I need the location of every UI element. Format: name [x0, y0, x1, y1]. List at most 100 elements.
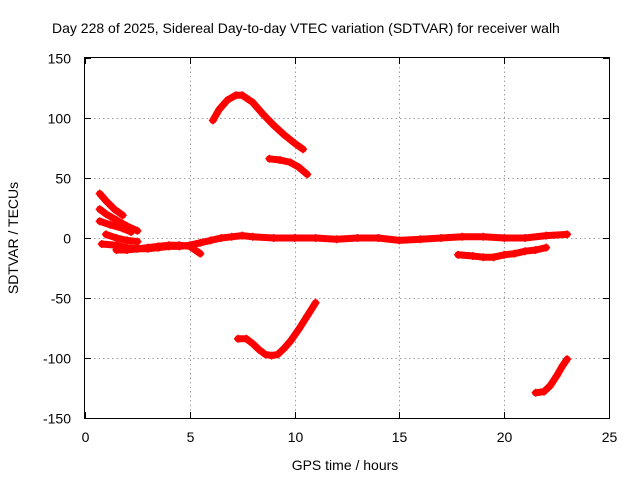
x-axis-title: GPS time / hours — [292, 457, 399, 473]
x-tick-label: 5 — [187, 429, 195, 445]
data-point — [531, 246, 540, 254]
markers-arc-65 — [265, 154, 312, 179]
data-point — [468, 252, 477, 260]
data-point — [261, 350, 270, 359]
data-point — [238, 91, 247, 100]
data-point — [298, 145, 307, 154]
data-series — [95, 91, 572, 397]
data-point — [223, 96, 232, 104]
data-point — [101, 230, 110, 239]
data-point — [217, 234, 226, 242]
data-point — [374, 234, 383, 242]
data-point — [489, 253, 498, 262]
data-point — [294, 163, 303, 172]
y-tick-label: 0 — [63, 231, 71, 247]
data-point — [437, 234, 446, 242]
data-point — [332, 235, 341, 244]
data-point — [500, 250, 509, 259]
x-tick-label: 10 — [288, 429, 304, 445]
x-tick-label: 15 — [392, 429, 408, 445]
data-point — [558, 361, 567, 370]
data-point — [286, 337, 295, 346]
markers-arc-late-trough — [531, 355, 572, 397]
data-point — [133, 237, 142, 246]
markers-arc-early-high-4 — [101, 230, 142, 246]
data-point — [196, 249, 205, 258]
y-tick-label: 150 — [48, 51, 72, 67]
data-point — [122, 236, 131, 245]
data-point — [280, 344, 289, 353]
data-point — [242, 334, 251, 343]
data-point — [101, 196, 110, 205]
series-arc-early-high-4 — [102, 230, 141, 246]
data-point — [542, 243, 551, 252]
y-tick-label: -150 — [43, 411, 71, 427]
data-point — [563, 355, 572, 364]
data-point — [206, 236, 215, 245]
markers-arc-early-high-3 — [95, 217, 136, 236]
data-point — [552, 372, 561, 380]
series-arc-peak-120 — [209, 91, 307, 153]
data-point — [273, 350, 282, 359]
x-tick-label: 20 — [497, 429, 513, 445]
data-point — [238, 231, 247, 240]
data-point — [540, 387, 549, 396]
markers-arc-early-low — [112, 241, 205, 258]
data-point — [265, 154, 274, 163]
data-point — [458, 232, 467, 241]
data-point — [101, 210, 110, 218]
data-point — [106, 220, 115, 229]
data-point — [133, 244, 142, 253]
data-point — [303, 312, 312, 320]
x-tick-label: 0 — [82, 429, 90, 445]
data-point — [395, 236, 404, 245]
data-point — [112, 216, 121, 224]
chart-title: Day 228 of 2025, Sidereal Day-to-day VTE… — [52, 20, 560, 36]
data-point — [311, 234, 320, 242]
data-point — [175, 241, 184, 250]
series-arc-trough-98 — [234, 299, 320, 360]
data-point — [454, 250, 463, 259]
data-point — [259, 110, 268, 119]
data-point — [122, 246, 131, 254]
y-tick-labels: -150 -100 -50 0 50 100 150 — [43, 51, 71, 427]
data-point — [294, 325, 303, 334]
data-point — [353, 234, 362, 242]
data-point — [303, 170, 312, 179]
data-point — [479, 253, 488, 262]
data-point — [248, 339, 257, 348]
data-point — [254, 345, 263, 354]
x-tick-label: 25 — [602, 429, 618, 445]
y-tick-label: 50 — [55, 171, 71, 187]
data-point — [164, 241, 173, 250]
data-point — [269, 234, 278, 242]
data-point — [95, 189, 104, 198]
series-arc-early-high-1 — [96, 190, 127, 219]
data-point — [133, 226, 142, 235]
data-point — [416, 235, 425, 244]
data-point — [546, 381, 555, 390]
x-tick-labels: 0 5 10 15 20 25 — [82, 429, 618, 445]
data-point — [227, 232, 236, 241]
plot-frame — [84, 57, 610, 419]
data-point — [286, 158, 295, 167]
markers-arc-early-high-2 — [95, 205, 142, 235]
data-point — [215, 105, 224, 114]
data-point — [248, 98, 257, 107]
data-point — [234, 334, 243, 343]
data-point — [311, 298, 320, 307]
data-point — [127, 228, 136, 236]
data-point — [531, 388, 540, 397]
data-point — [290, 139, 299, 148]
data-point — [275, 156, 284, 164]
data-point — [267, 351, 276, 360]
data-point — [510, 249, 519, 258]
data-point — [143, 243, 152, 252]
data-point — [118, 211, 127, 220]
data-point — [563, 230, 572, 239]
data-point — [185, 242, 194, 251]
markers-arc-peak-120 — [208, 91, 307, 154]
data-point — [196, 238, 205, 247]
data-point — [110, 205, 119, 214]
